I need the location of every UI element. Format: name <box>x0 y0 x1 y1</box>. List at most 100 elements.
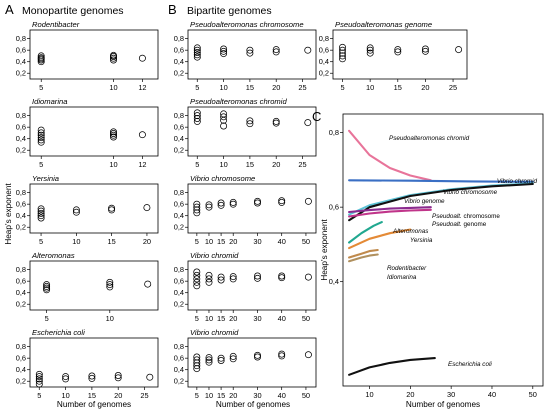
scatter-panel: Pseudoalteromonas chromid 0,2 0,4 0,6 0,8 5 10… <box>174 97 317 169</box>
panel-c-y-axis-label: Heap’s exponent <box>320 219 329 281</box>
data-point <box>278 350 286 358</box>
series-line <box>348 206 432 214</box>
y-tick-label: 0,2 <box>174 69 184 78</box>
data-point <box>304 197 312 205</box>
y-tick-label: 0,2 <box>174 223 184 232</box>
y-tick-label: 0,8 <box>329 128 339 137</box>
y-tick-label: 0,8 <box>174 265 184 274</box>
panel-title: Vibrio chromid <box>190 328 239 337</box>
x-tick-label: 30 <box>447 390 455 399</box>
panel-frame <box>29 260 159 311</box>
data-point <box>88 372 96 380</box>
x-tick-label: 5 <box>39 83 43 92</box>
data-point <box>229 198 237 206</box>
data-point <box>193 109 201 117</box>
x-axis-label-a: Number of genomes <box>57 400 131 409</box>
series-label: Idiomarina <box>387 274 417 281</box>
data-point <box>72 208 80 216</box>
data-point <box>193 115 201 122</box>
series-label: Alteromonas <box>392 228 429 235</box>
y-tick-label: 0,4 <box>174 134 184 143</box>
x-tick-label: 40 <box>278 391 286 400</box>
data-point <box>254 197 261 205</box>
x-tick-label: 10 <box>106 314 114 323</box>
data-point <box>193 200 201 208</box>
data-point <box>217 201 225 209</box>
panel-frame <box>187 260 317 311</box>
data-point <box>366 46 374 54</box>
data-point <box>193 206 201 214</box>
data-point <box>62 375 70 383</box>
data-point <box>110 130 117 137</box>
y-tick-label: 0,8 <box>174 188 184 197</box>
data-point <box>272 46 280 54</box>
data-point <box>205 271 213 279</box>
series-line <box>348 248 379 259</box>
panel-title: Rodentibacter <box>32 20 80 29</box>
x-tick-label: 30 <box>253 391 261 400</box>
series-line <box>348 228 412 250</box>
data-point <box>217 273 225 281</box>
scatter-panel: Vibrio chromosome 0,2 0,4 0,6 0,8 5 10 15 20 30 40… <box>174 174 317 246</box>
data-point <box>278 198 286 206</box>
data-point <box>220 113 228 121</box>
data-point <box>193 268 201 276</box>
x-axis-label-b: Number of genomes <box>216 400 290 409</box>
x-tick-label: 15 <box>108 237 116 246</box>
series-label: Vibrio chromosome <box>443 189 498 196</box>
y-tick-label: 0,2 <box>16 223 26 232</box>
data-point <box>37 212 45 220</box>
data-point <box>254 272 261 280</box>
series-line <box>348 208 432 218</box>
data-point <box>37 58 45 66</box>
x-tick-label: 20 <box>114 391 122 400</box>
y-tick-label: 0,8 <box>174 111 184 120</box>
data-point <box>304 46 312 54</box>
x-tick-label: 20 <box>406 390 414 399</box>
x-tick-label: 5 <box>37 391 41 400</box>
data-point <box>339 52 346 60</box>
x-tick-label: 5 <box>39 237 43 246</box>
data-point <box>205 354 213 362</box>
x-tick-label: 10 <box>61 391 69 400</box>
series-line <box>348 179 534 183</box>
data-point <box>229 352 237 360</box>
panel-title: Yersinia <box>32 174 59 183</box>
y-tick-label: 0,4 <box>16 134 26 143</box>
x-tick-label: 25 <box>449 83 457 92</box>
x-tick-label: 25 <box>140 391 148 400</box>
data-point <box>143 204 151 212</box>
data-point <box>229 200 237 208</box>
scatter-panel: Vibrio chromid 0,2 0,4 0,6 0,8 5 10 15 20 30 40 50 <box>174 251 317 323</box>
panel-frame <box>187 29 317 80</box>
data-point <box>106 278 114 286</box>
series-label: Escherichia coli <box>448 361 492 368</box>
data-point <box>110 128 117 136</box>
data-point <box>37 207 45 215</box>
x-tick-label: 15 <box>246 83 254 92</box>
data-point <box>229 273 237 281</box>
scatter-panel: Pseudoalteromonas genome 0,2 0,4 0,6 0,8 5 10 1… <box>319 20 468 92</box>
x-tick-label: 20 <box>272 83 280 92</box>
data-point <box>146 373 154 381</box>
y-tick-label: 0,2 <box>16 300 26 309</box>
data-point <box>193 46 201 54</box>
panel-frame <box>29 183 159 234</box>
series-line <box>348 357 436 376</box>
data-point <box>254 351 261 359</box>
y-tick-label: 0,4 <box>16 365 26 374</box>
panel-title: Idiomarina <box>32 97 67 106</box>
x-tick-label: 15 <box>217 314 225 323</box>
panel-frame <box>332 29 468 80</box>
x-tick-label: 10 <box>205 314 213 323</box>
data-point <box>205 203 213 211</box>
x-tick-label: 10 <box>219 160 227 169</box>
y-tick-label: 0,2 <box>174 146 184 155</box>
data-point <box>37 136 45 144</box>
x-tick-label: 5 <box>195 237 199 246</box>
data-point <box>110 54 117 62</box>
panel-c-frame <box>342 113 544 387</box>
data-point <box>217 354 225 362</box>
panel-frame <box>29 29 159 80</box>
